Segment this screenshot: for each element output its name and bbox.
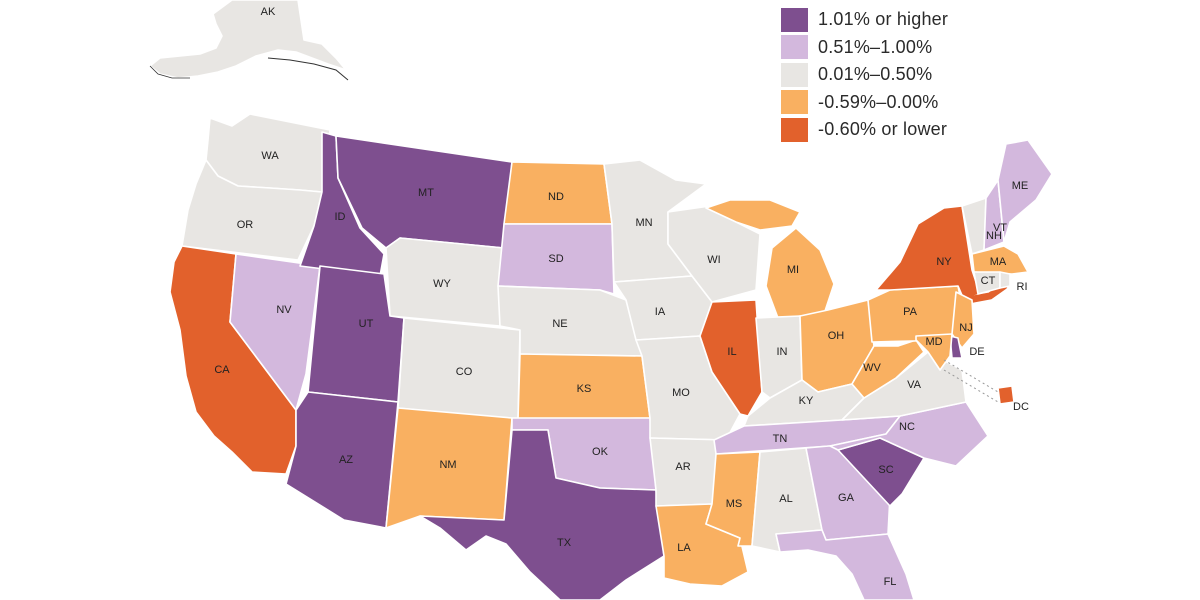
- state-label-ri: RI: [1017, 281, 1028, 293]
- state-label-va: VA: [907, 379, 922, 391]
- dc-leader-line-1: [943, 359, 999, 393]
- state-me[interactable]: [997, 139, 1053, 243]
- state-label-oh: OH: [828, 330, 845, 342]
- state-label-mi: MI: [787, 264, 799, 276]
- state-label-ca: CA: [214, 364, 230, 376]
- state-label-wy: WY: [433, 278, 451, 290]
- state-dc[interactable]: [997, 385, 1015, 405]
- state-label-co: CO: [456, 366, 473, 378]
- state-label-ok: OK: [592, 446, 609, 458]
- state-label-az: AZ: [339, 454, 353, 466]
- state-label-me: ME: [1012, 180, 1029, 192]
- state-label-nj: NJ: [959, 322, 972, 334]
- legend-item-high: 1.01% or higher: [781, 6, 948, 34]
- state-label-mo: MO: [672, 387, 690, 399]
- state-label-nv: NV: [276, 304, 292, 316]
- state-label-ms: MS: [726, 498, 743, 510]
- legend-swatch-midlow: [781, 90, 808, 115]
- legend-swatch-low: [781, 117, 808, 142]
- state-nc[interactable]: [829, 401, 989, 467]
- state-ny[interactable]: [875, 205, 981, 301]
- state-mi-lower[interactable]: [765, 227, 835, 319]
- state-label-al: AL: [779, 493, 792, 505]
- legend-swatch-high: [781, 7, 808, 32]
- state-label-ky: KY: [799, 395, 814, 407]
- state-label-de: DE: [969, 346, 984, 358]
- state-label-ma: MA: [990, 256, 1007, 268]
- state-label-in: IN: [777, 346, 788, 358]
- legend-label-midhigh: 0.51%–1.00%: [818, 36, 933, 57]
- state-label-ne: NE: [552, 318, 567, 330]
- state-label-ga: GA: [838, 492, 855, 504]
- state-ak[interactable]: [149, 0, 347, 79]
- state-ne[interactable]: [497, 285, 643, 357]
- state-label-wa: WA: [261, 150, 279, 162]
- legend-swatch-midhigh: [781, 35, 808, 60]
- state-label-wv: WV: [863, 362, 881, 374]
- state-label-nm: NM: [439, 459, 456, 471]
- state-label-la: LA: [677, 542, 691, 554]
- legend-label-low: -0.60% or lower: [818, 119, 948, 140]
- state-label-mn: MN: [635, 217, 652, 229]
- state-label-ut: UT: [359, 318, 374, 330]
- state-md[interactable]: [915, 333, 953, 371]
- state-label-vt: VT: [993, 222, 1007, 234]
- state-label-nc: NC: [899, 421, 915, 433]
- state-nj[interactable]: [951, 291, 975, 349]
- state-label-tx: TX: [557, 537, 572, 549]
- state-label-il: IL: [727, 346, 736, 358]
- legend-item-low: -0.60% or lower: [781, 116, 948, 144]
- state-label-ny: NY: [936, 256, 952, 268]
- legend-item-neutral: 0.01%–0.50%: [781, 61, 948, 89]
- state-label-ia: IA: [655, 306, 666, 318]
- state-de[interactable]: [949, 335, 963, 359]
- legend: 1.01% or higher 0.51%–1.00% 0.01%–0.50% …: [781, 6, 948, 144]
- state-fl[interactable]: [775, 529, 915, 600]
- state-label-or: OR: [237, 219, 254, 231]
- state-label-ar: AR: [675, 461, 690, 473]
- legend-label-neutral: 0.01%–0.50%: [818, 64, 933, 85]
- state-label-tn: TN: [773, 433, 788, 445]
- state-label-ct: CT: [981, 275, 996, 287]
- state-wy[interactable]: [385, 237, 505, 327]
- state-label-nd: ND: [548, 191, 564, 203]
- legend-item-midlow: -0.59%–0.00%: [781, 89, 948, 117]
- legend-label-high: 1.01% or higher: [818, 9, 949, 30]
- state-label-sd: SD: [548, 253, 563, 265]
- legend-label-midlow: -0.59%–0.00%: [818, 91, 939, 112]
- state-label-ks: KS: [577, 383, 592, 395]
- state-label-sc: SC: [878, 464, 893, 476]
- state-label-wi: WI: [707, 254, 720, 266]
- legend-swatch-neutral: [781, 62, 808, 87]
- legend-item-midhigh: 0.51%–1.00%: [781, 34, 948, 62]
- state-mi[interactable]: [705, 199, 801, 231]
- state-label-ak: AK: [261, 6, 276, 18]
- dc-leader-line-2: [943, 369, 999, 403]
- state-label-fl: FL: [884, 576, 897, 588]
- state-label-md: MD: [925, 336, 942, 348]
- state-label-id: ID: [335, 211, 346, 223]
- state-il[interactable]: [699, 299, 763, 417]
- state-label-dc: DC: [1013, 401, 1029, 413]
- state-label-mt: MT: [418, 187, 434, 199]
- state-ri[interactable]: [999, 271, 1011, 289]
- state-tx[interactable]: [419, 429, 665, 600]
- state-ny-long-island: [964, 282, 1008, 304]
- state-label-nh: NH: [986, 230, 1002, 242]
- state-label-pa: PA: [903, 306, 918, 318]
- state-wv[interactable]: [851, 339, 925, 399]
